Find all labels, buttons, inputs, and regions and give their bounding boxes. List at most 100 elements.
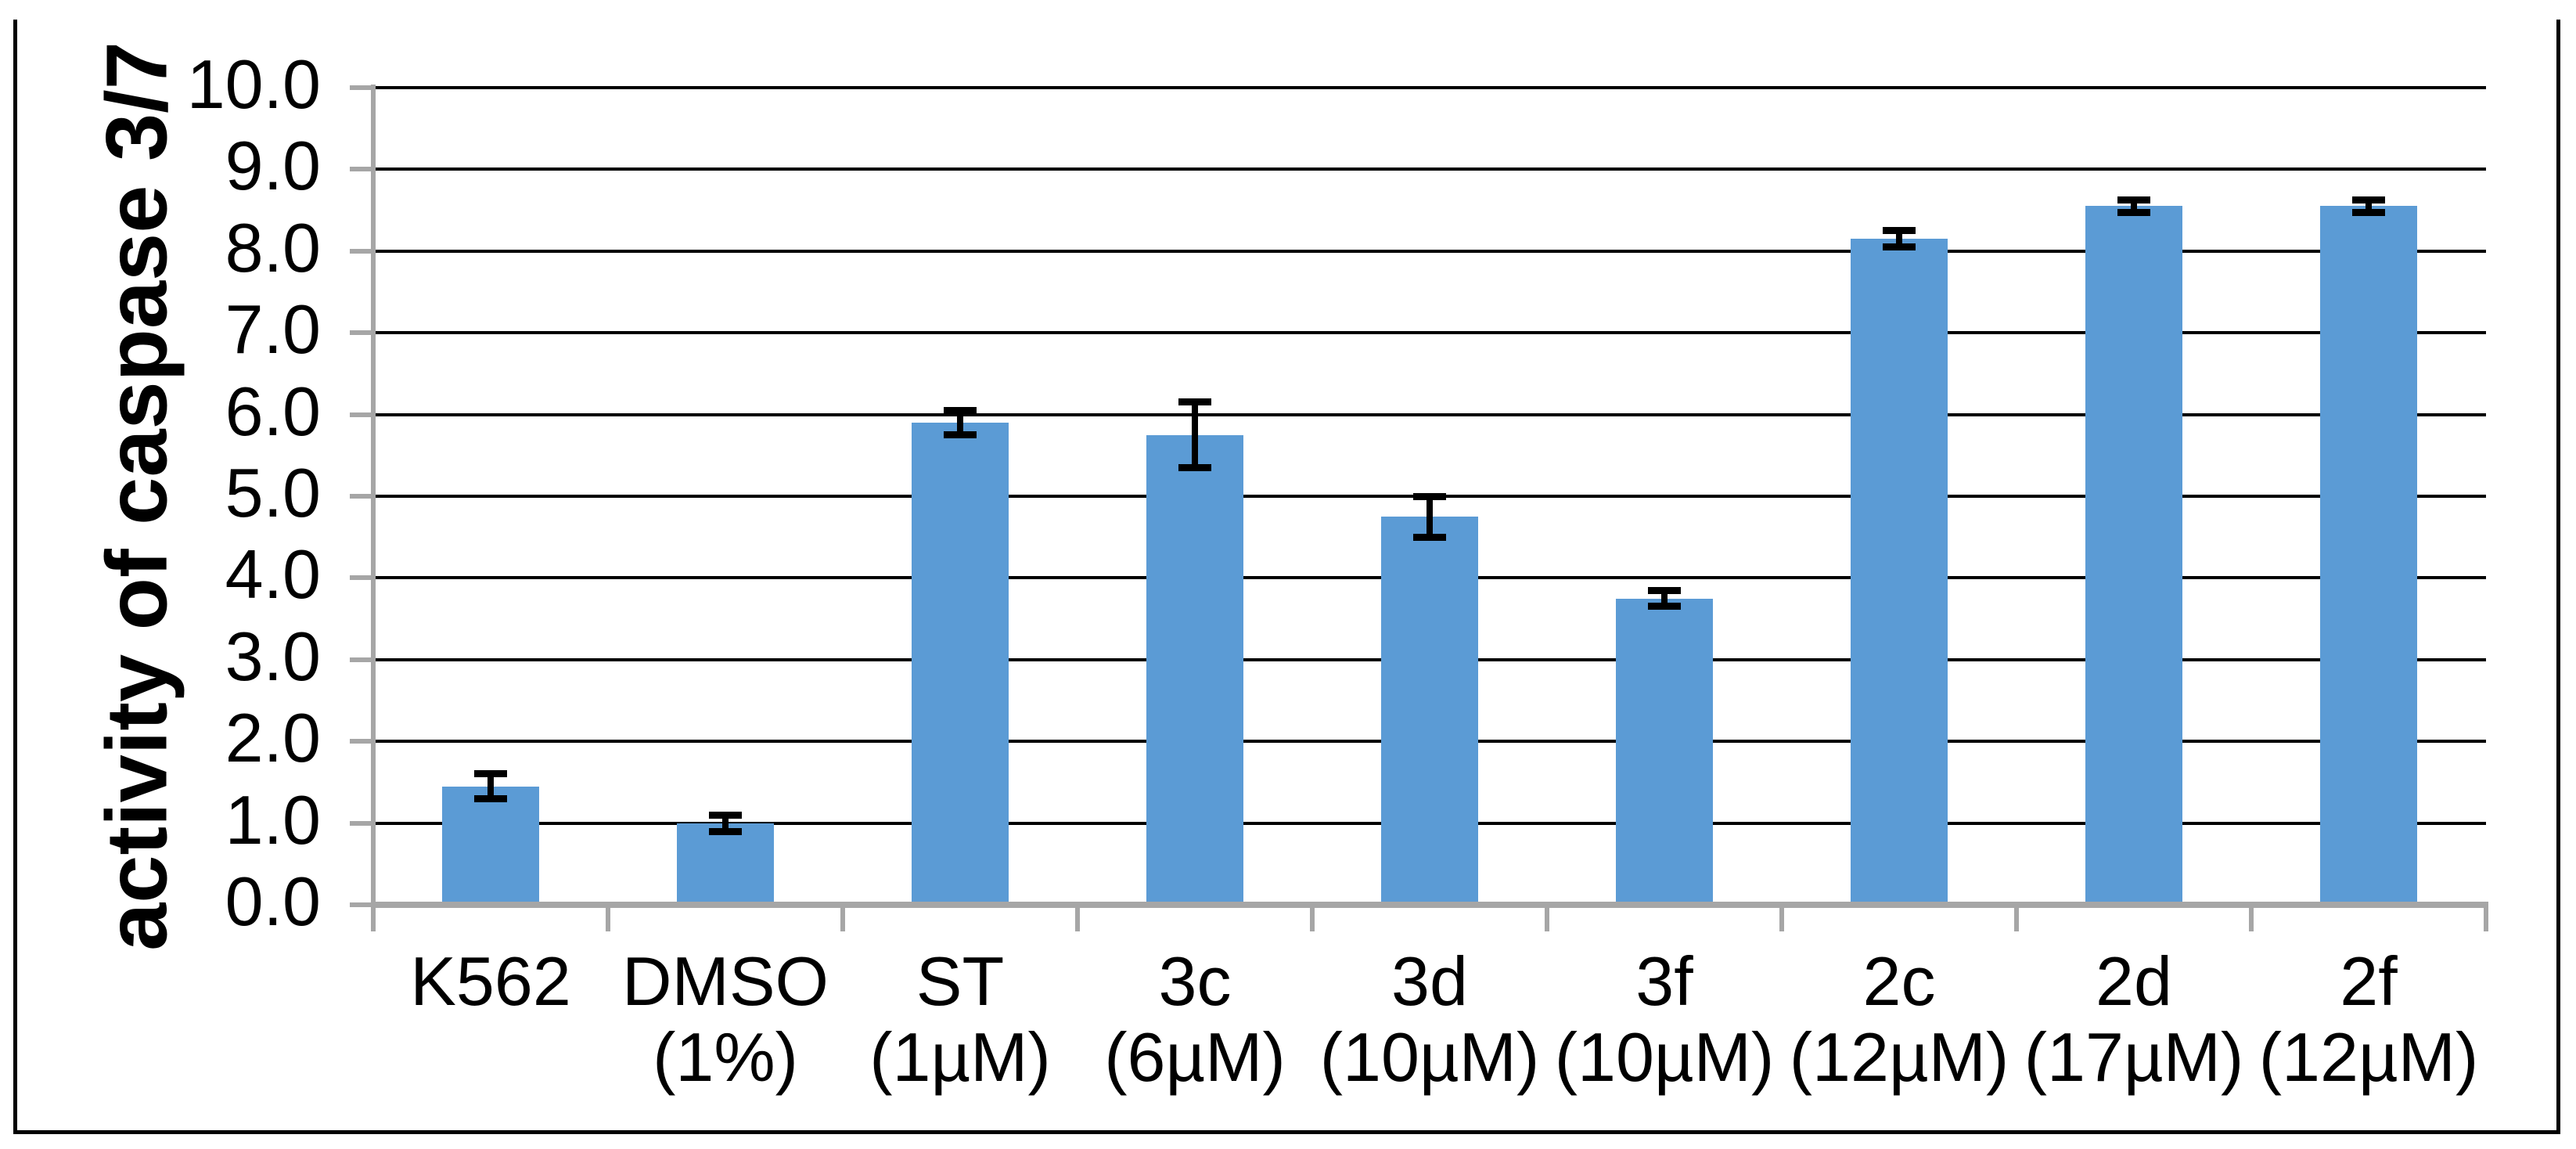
x-tick-3 [1075, 908, 1080, 931]
error-bar-cap-bottom-2d [2117, 209, 2150, 216]
y-tick-7 [350, 330, 373, 335]
y-tick-label-3.0: 3.0 [225, 618, 321, 695]
x-tick-label-line2: (12µM) [1789, 1018, 2009, 1096]
y-tick-2 [350, 739, 373, 744]
y-tick-6 [350, 412, 373, 417]
y-tick-8 [350, 249, 373, 254]
error-bar-cap-bottom-3c [1178, 464, 1211, 471]
y-tick-label-1.0: 1.0 [225, 781, 321, 859]
gridline-9 [373, 167, 2486, 171]
y-tick-label-6.0: 6.0 [225, 373, 321, 450]
error-bar-cap-top-3d [1413, 493, 1446, 500]
x-tick-label-line1: K562 [410, 942, 571, 1020]
y-tick-0 [350, 902, 373, 907]
x-tick-label-line2: (12µM) [2258, 1018, 2479, 1096]
bar-2c [1851, 239, 1948, 905]
x-tick-label-line1: 2f [2340, 942, 2398, 1020]
x-tick-label-line1: ST [916, 942, 1005, 1020]
x-axis-line [371, 902, 2488, 908]
figure-border-left [13, 20, 17, 1134]
x-tick-label-3c: 3c (6µM) [1070, 943, 1320, 1095]
x-tick-label-line2: (1µM) [869, 1018, 1051, 1096]
x-tick-8 [2249, 908, 2254, 931]
figure-border-bottom [13, 1130, 2560, 1134]
error-bar-line-3d [1427, 496, 1433, 537]
x-tick-7 [2014, 908, 2019, 931]
gridline-7 [373, 331, 2486, 334]
y-tick-label-5.0: 5.0 [225, 454, 321, 531]
x-tick-label-line2: (1%) [653, 1018, 798, 1096]
error-bar-line-2d [2131, 200, 2137, 213]
y-tick-1 [350, 821, 373, 826]
x-tick-label-line1: 3f [1635, 942, 1693, 1020]
x-tick-label-3d: 3d (10µM) [1304, 943, 1555, 1095]
y-tick-10 [350, 85, 373, 90]
y-tick-label-0.0: 0.0 [225, 863, 321, 940]
error-bar-cap-top-ST [944, 407, 977, 414]
error-bar-cap-bottom-2c [1883, 243, 1916, 250]
error-bar-cap-top-3c [1178, 398, 1211, 405]
x-tick-label-DMSO: DMSO (1%) [600, 943, 851, 1095]
x-tick-1 [606, 908, 610, 931]
x-tick-0 [371, 908, 376, 931]
error-bar-cap-top-2d [2117, 196, 2150, 204]
bar-2f [2320, 206, 2417, 905]
y-tick-label-7.0: 7.0 [225, 290, 321, 368]
error-bar-line-K562 [487, 774, 494, 798]
gridline-6 [373, 413, 2486, 416]
error-bar-cap-top-2c [1883, 227, 1916, 234]
error-bar-line-3c [1192, 402, 1198, 468]
y-tick-label-8.0: 8.0 [225, 209, 321, 286]
x-tick-label-line2: (10µM) [1554, 1018, 1775, 1096]
bar-3f [1616, 599, 1713, 906]
error-bar-cap-top-3f [1648, 587, 1681, 594]
bar-ST [912, 423, 1009, 905]
x-tick-label-line1: 3d [1391, 942, 1468, 1020]
x-tick-label-2d: 2d (17µM) [2009, 943, 2259, 1095]
error-bar-cap-bottom-2f [2352, 209, 2385, 216]
error-bar-line-2c [1896, 231, 1902, 247]
x-tick-6 [1779, 908, 1784, 931]
y-tick-5 [350, 494, 373, 499]
y-tick-label-2.0: 2.0 [225, 699, 321, 776]
x-tick-label-2f: 2f (12µM) [2243, 943, 2494, 1095]
y-tick-label-10.0: 10.0 [186, 45, 321, 123]
error-bar-line-2f [2366, 200, 2372, 213]
y-tick-label-9.0: 9.0 [225, 127, 321, 204]
error-bar-line-ST [957, 410, 963, 434]
y-tick-label-4.0: 4.0 [225, 535, 321, 613]
error-bar-cap-bottom-3f [1648, 603, 1681, 610]
y-axis-line [371, 85, 376, 928]
x-tick-label-line1: 3c [1158, 942, 1232, 1020]
x-tick-9 [2484, 908, 2488, 931]
gridline-10 [373, 86, 2486, 89]
bar-2d [2085, 206, 2182, 905]
x-tick-label-line2: (10µM) [1319, 1018, 1540, 1096]
x-tick-label-K562: K562 [365, 943, 616, 1019]
error-bar-line-3f [1661, 590, 1668, 607]
x-tick-5 [1545, 908, 1549, 931]
error-bar-cap-top-2f [2352, 196, 2385, 204]
error-bar-cap-top-K562 [474, 770, 507, 777]
bar-3c [1146, 435, 1243, 905]
error-bar-cap-bottom-K562 [474, 795, 507, 802]
y-tick-9 [350, 167, 373, 171]
bar-3d [1381, 517, 1478, 905]
error-bar-cap-bottom-ST [944, 431, 977, 438]
x-tick-2 [840, 908, 845, 931]
x-tick-4 [1310, 908, 1315, 931]
x-tick-label-line1: 2c [1862, 942, 1936, 1020]
error-bar-line-DMSO [722, 815, 729, 831]
x-tick-label-line1: DMSO [622, 942, 829, 1020]
x-tick-label-3f: 3f (10µM) [1539, 943, 1790, 1095]
figure-border-right [2556, 20, 2560, 1134]
x-tick-label-line2: (6µM) [1104, 1018, 1286, 1096]
error-bar-cap-top-DMSO [709, 812, 742, 819]
bar-K562 [442, 787, 539, 905]
error-bar-cap-bottom-DMSO [709, 828, 742, 835]
y-tick-3 [350, 657, 373, 662]
x-tick-label-ST: ST (1µM) [835, 943, 1085, 1095]
gridline-8 [373, 250, 2486, 253]
error-bar-cap-bottom-3d [1413, 534, 1446, 541]
